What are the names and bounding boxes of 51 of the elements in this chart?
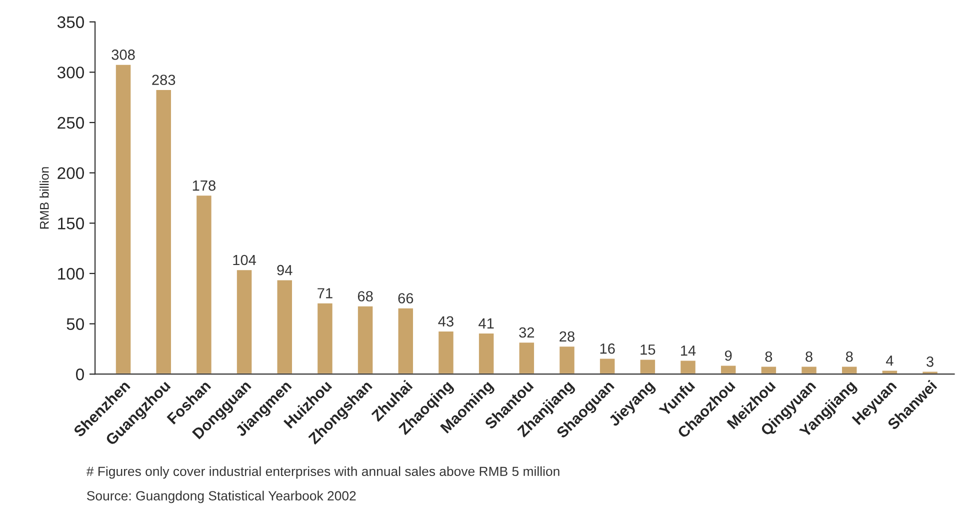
text: # Figures only cover industrial enterprises with annual sales above RMB 5 million (86, 466, 560, 479)
data-label: 8 (765, 351, 772, 362)
data-label: 28 (560, 331, 574, 342)
data-label: 8 (846, 351, 853, 362)
bar (396, 307, 414, 374)
data-label: 178 (192, 180, 216, 191)
bar (154, 88, 172, 374)
bar (437, 330, 455, 374)
data-label: 14 (681, 346, 696, 356)
data-label: 308 (112, 50, 135, 60)
data-label: 16 (600, 343, 615, 354)
data-label: 104 (233, 254, 256, 266)
bar (478, 332, 496, 374)
y-tick-label: 250 (58, 116, 84, 129)
bar (518, 341, 536, 374)
data-label: 68 (358, 291, 373, 302)
bar (114, 63, 132, 374)
bar (316, 302, 334, 374)
bar (195, 194, 213, 374)
data-label: 32 (519, 327, 534, 338)
y-tick-label: 100 (58, 268, 84, 280)
y-tick-label: 300 (57, 66, 84, 78)
y-tick-label: 200 (58, 167, 84, 180)
bar (598, 357, 616, 374)
data-label: 71 (318, 288, 332, 298)
data-label: 8 (806, 351, 812, 362)
y-axis-title: RMB billion (40, 167, 49, 229)
bar (276, 278, 294, 374)
bar (760, 365, 778, 374)
y-tick-label: 150 (58, 218, 84, 230)
bar (840, 365, 858, 374)
bar (236, 268, 254, 374)
data-label: 15 (640, 344, 656, 355)
data-label: 41 (478, 318, 494, 328)
bar (638, 358, 656, 374)
y-tick-label: 350 (57, 16, 84, 28)
data-label: 3 (926, 356, 934, 367)
data-label: 66 (398, 293, 414, 304)
bar (679, 359, 697, 374)
bar (800, 365, 818, 374)
y-tick-label: 50 (66, 318, 84, 330)
data-label: 43 (438, 316, 454, 327)
data-label: 4 (886, 356, 894, 366)
data-label: 283 (152, 74, 176, 86)
source-note: Source: Guangdong Statistical Yearbook 2002 (87, 490, 356, 504)
bar (720, 364, 738, 374)
data-label: 9 (724, 350, 732, 361)
bar (356, 304, 374, 374)
y-tick-label: 0 (76, 368, 84, 380)
data-label: 94 (277, 264, 292, 276)
bar (558, 345, 576, 374)
